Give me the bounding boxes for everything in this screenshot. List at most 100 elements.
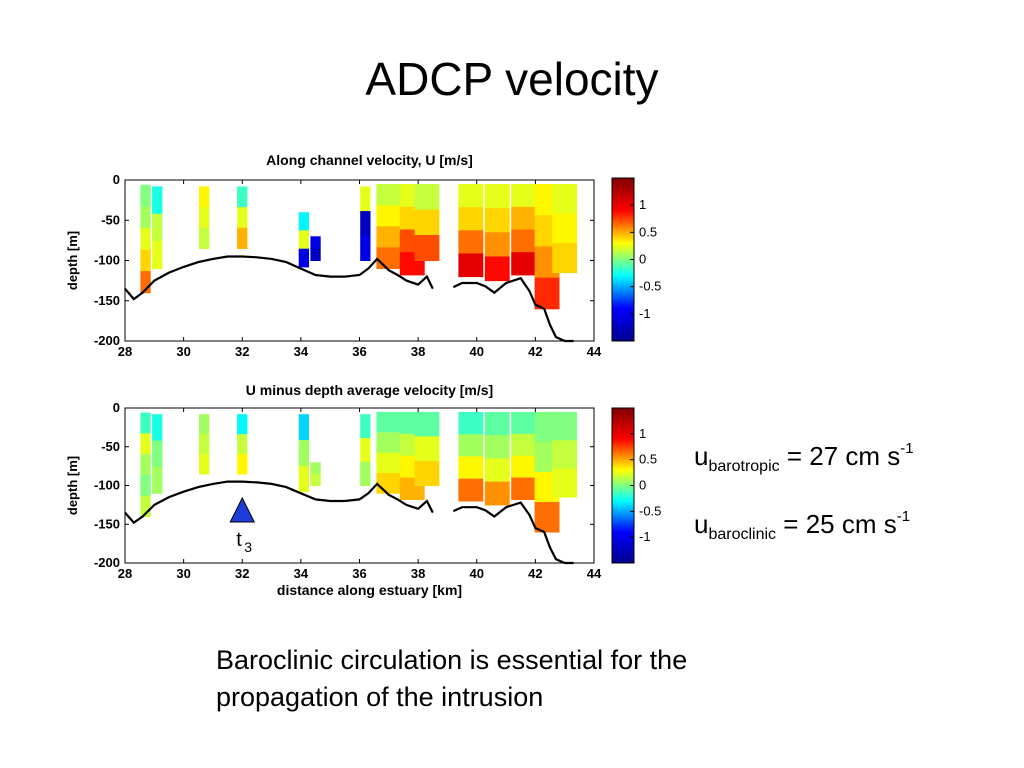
heatmap-cell <box>140 433 151 455</box>
colorbar-tick-label: -1 <box>639 306 651 321</box>
heatmap-cell <box>511 252 537 276</box>
colorbar-tick-label: 0 <box>639 252 646 267</box>
heatmap-cell <box>458 253 484 278</box>
x-tick-label: 40 <box>470 344 484 359</box>
heatmap-cell <box>484 184 510 209</box>
heatmap-cell <box>376 247 402 269</box>
heatmap-cell <box>199 434 210 455</box>
triangle-marker <box>229 496 256 523</box>
heatmap-cell <box>360 186 371 212</box>
heatmap-cell <box>199 186 210 208</box>
heatmap-cell <box>414 461 440 486</box>
x-tick-label: 38 <box>411 344 425 359</box>
y-tick-label: -50 <box>101 439 120 454</box>
heatmap-cell <box>484 411 510 436</box>
y-tick-label: -200 <box>94 555 120 570</box>
heatmap-cell <box>414 209 440 236</box>
heatmap-cell <box>414 436 440 462</box>
heatmap-cell <box>458 478 484 502</box>
y-axis-label: depth [m] <box>65 456 80 515</box>
eq-subscript: barotropic <box>708 458 780 475</box>
heatmap-cell <box>310 248 321 261</box>
heatmap-cell <box>376 432 402 453</box>
heatmap-cell <box>237 186 248 208</box>
colorbar-tick-label: 1 <box>639 197 646 212</box>
colorbar-tick-label: 0 <box>639 478 646 493</box>
heatmap-cell <box>140 228 151 251</box>
colorbar-tick-label: 0.5 <box>639 224 657 239</box>
heatmap-cell <box>140 206 151 229</box>
slide-title: ADCP velocity <box>365 53 659 105</box>
heatmap-cell <box>484 458 510 483</box>
heatmap-cell <box>534 277 560 310</box>
heatmap-cell <box>237 454 248 475</box>
heatmap-cell <box>140 271 151 294</box>
heatmap-cell <box>414 235 440 261</box>
heatmap-cell <box>484 481 510 506</box>
heatmap-cell <box>360 235 371 261</box>
marker-subscript: 3 <box>244 539 252 555</box>
x-tick-label: 32 <box>235 566 249 581</box>
y-tick-label: 0 <box>113 172 120 187</box>
y-tick-label: -150 <box>94 516 120 531</box>
heatmap-cell <box>552 243 578 274</box>
heatmap-cell <box>237 414 248 435</box>
heatmap-cell <box>298 440 309 467</box>
heatmap-cell <box>376 184 402 206</box>
heatmap-cell <box>140 249 151 272</box>
heatmap-cell <box>298 248 309 268</box>
x-tick-label: 38 <box>411 566 425 581</box>
eq-superscript: -1 <box>900 440 914 457</box>
colorbar-tick-label: -0.5 <box>639 279 661 294</box>
heatmap-cell <box>458 434 484 457</box>
colorbar-tick-label: -0.5 <box>639 503 661 518</box>
bottom-depth-line <box>124 255 434 301</box>
heatmap-cell <box>414 411 440 437</box>
heatmap-cell <box>484 256 510 282</box>
heatmap-cell <box>237 434 248 455</box>
heatmap-cell <box>140 412 151 434</box>
heatmap-cell <box>511 411 537 435</box>
heatmap-cell <box>140 454 151 476</box>
heatmap-cell <box>458 184 484 208</box>
adcp-figure: 28 30 32 34 36 38 40 42 440-50-100-150-200Along … <box>65 152 661 598</box>
slide-caption: Baroclinic circulation is essential for … <box>216 642 856 716</box>
x-tick-label: 42 <box>528 344 542 359</box>
heatmap-cell <box>458 207 484 231</box>
x-tick-label: 34 <box>294 566 309 581</box>
heatmap-cell <box>152 466 163 494</box>
heatmap-cell <box>298 465 309 493</box>
heatmap-cell <box>534 502 560 533</box>
heatmap-cell <box>360 414 371 439</box>
caption-line: Baroclinic circulation is essential for … <box>216 645 688 675</box>
heatmap-cell <box>237 227 248 249</box>
heatmap-cell <box>310 462 321 475</box>
colorbar-tick-label: -1 <box>639 529 651 544</box>
heatmap-cell <box>152 414 163 442</box>
bottom-depth-line <box>124 480 434 525</box>
eq-symbol: u <box>694 509 709 539</box>
bottom-depth-line <box>452 276 574 343</box>
eq-symbol: u <box>694 441 709 471</box>
heatmap-cell <box>298 230 309 250</box>
y-tick-label: -100 <box>94 478 120 493</box>
x-tick-label: 36 <box>352 566 366 581</box>
x-tick-label: 30 <box>176 344 190 359</box>
x-tick-label: 34 <box>294 344 309 359</box>
heatmap-cell <box>511 433 537 457</box>
x-tick-label: 40 <box>470 566 484 581</box>
baroclinic-equation: ubaroclinic = 25 cm s-1 <box>694 508 910 544</box>
heatmap-cell <box>199 227 210 249</box>
x-tick-label: 28 <box>118 566 132 581</box>
heatmap-cell <box>458 411 484 435</box>
eq-subscript: baroclinic <box>708 526 777 543</box>
barotropic-equation: ubarotropic = 27 cm s-1 <box>694 440 914 476</box>
heatmap-cell <box>376 452 402 474</box>
heatmap-cell <box>237 207 248 229</box>
chart-panel-1: 28 30 32 34 36 38 40 42 44 0 -50 -100 -150 -200 Along … <box>65 152 661 359</box>
chart-title: Along channel velocity, U [m/s] <box>266 152 473 168</box>
heatmap-cell <box>199 414 210 435</box>
x-tick-label: 36 <box>352 344 366 359</box>
heatmap-cell <box>298 414 309 441</box>
